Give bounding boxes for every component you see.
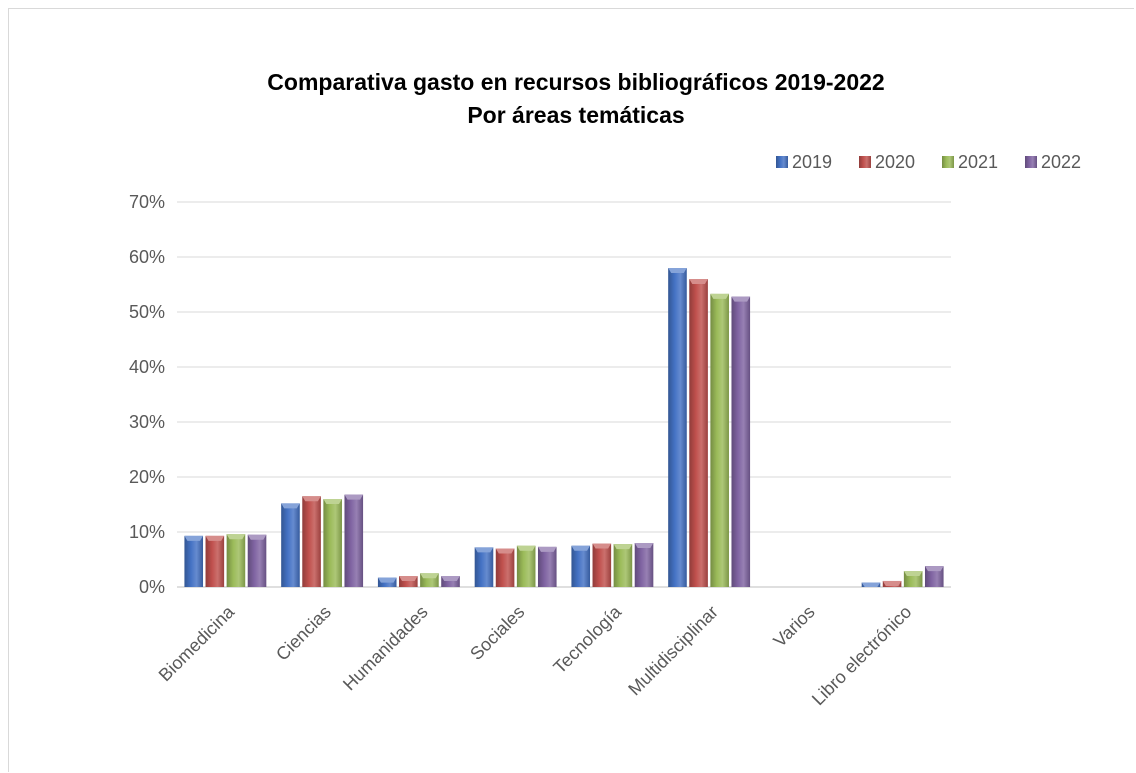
legend-marker bbox=[1025, 156, 1037, 168]
bar bbox=[731, 296, 751, 587]
x-axis-ticks: Biomedicina Ciencias Humanidades Sociales Te… bbox=[155, 601, 916, 709]
bar-cap bbox=[668, 268, 687, 273]
legend-label: 2021 bbox=[958, 152, 998, 172]
bar bbox=[302, 496, 321, 587]
bar-cap bbox=[592, 543, 612, 549]
bar-cap bbox=[882, 580, 902, 586]
y-tick-label: 10% bbox=[129, 522, 165, 542]
bar-cap bbox=[302, 496, 321, 502]
bar-cap bbox=[731, 296, 751, 302]
bar bbox=[613, 544, 633, 587]
x-tick-label: Libro electrónico bbox=[808, 602, 916, 710]
y-axis-ticks: 0% 10% 20% 30% 40% 50% 60% 70% bbox=[129, 192, 165, 597]
bar-cap bbox=[474, 547, 494, 553]
legend-label: 2019 bbox=[792, 152, 832, 172]
bar-cap bbox=[281, 503, 300, 509]
bar-cap bbox=[226, 534, 246, 540]
bar-cap bbox=[377, 577, 397, 583]
bar bbox=[710, 293, 729, 587]
bar-cap bbox=[861, 582, 881, 587]
bar-cap bbox=[323, 499, 342, 504]
legend-label: 2020 bbox=[875, 152, 915, 172]
bar-cap bbox=[420, 573, 439, 579]
legend-marker bbox=[942, 156, 954, 168]
bar bbox=[399, 576, 418, 587]
bar-cap bbox=[205, 535, 225, 541]
bar-cap bbox=[516, 545, 536, 551]
x-tick-label: Tecnología bbox=[549, 601, 625, 677]
chart-frame: Comparativa gasto en recursos bibliográf… bbox=[8, 8, 1134, 772]
bar-cap bbox=[184, 535, 204, 541]
y-tick-label: 60% bbox=[129, 247, 165, 267]
bar-cap bbox=[689, 279, 708, 284]
legend: 2019 2020 2021 2022 bbox=[776, 152, 1081, 172]
bar bbox=[668, 268, 687, 587]
x-tick-label: Biomedicina bbox=[155, 601, 239, 685]
bar bbox=[281, 503, 300, 587]
x-tick-label: Varios bbox=[769, 602, 818, 651]
bar-cap bbox=[924, 566, 944, 572]
bar bbox=[344, 494, 364, 587]
y-tick-label: 0% bbox=[139, 577, 165, 597]
x-tick-label: Multidisciplinar bbox=[624, 602, 722, 700]
bar-cap bbox=[537, 546, 557, 552]
y-tick-label: 40% bbox=[129, 357, 165, 377]
bar-cap bbox=[571, 545, 591, 551]
bar bbox=[474, 547, 494, 587]
bar bbox=[323, 499, 342, 587]
bar-cap bbox=[441, 576, 460, 581]
bar-cap bbox=[247, 534, 267, 540]
chart-title: Comparativa gasto en recursos bibliográf… bbox=[267, 69, 884, 95]
bar bbox=[247, 534, 267, 587]
bar bbox=[592, 543, 612, 587]
x-tick-label: Humanidades bbox=[339, 602, 432, 695]
bar-cap bbox=[613, 544, 633, 550]
bar bbox=[226, 534, 246, 587]
x-tick-label: Ciencias bbox=[272, 602, 335, 665]
bar-cap bbox=[710, 293, 729, 299]
bar-cap bbox=[903, 571, 923, 577]
bar bbox=[571, 545, 591, 587]
bar bbox=[205, 535, 225, 587]
bar bbox=[689, 279, 708, 587]
legend-label: 2022 bbox=[1041, 152, 1081, 172]
legend-marker bbox=[776, 156, 788, 168]
legend-marker bbox=[859, 156, 871, 168]
bar bbox=[924, 566, 944, 587]
y-tick-label: 30% bbox=[129, 412, 165, 432]
bar-cap bbox=[344, 494, 364, 500]
bar bbox=[537, 546, 557, 587]
bar bbox=[516, 545, 536, 587]
bar bbox=[184, 535, 204, 587]
bar-cap bbox=[399, 576, 418, 581]
bars bbox=[184, 268, 944, 587]
x-tick-label: Sociales bbox=[466, 602, 528, 664]
bar bbox=[634, 543, 654, 587]
chart-canvas: Comparativa gasto en recursos bibliográf… bbox=[129, 69, 1081, 709]
bar bbox=[495, 548, 515, 587]
bar-cap bbox=[634, 543, 654, 548]
chart-subtitle: Por áreas temáticas bbox=[467, 102, 684, 128]
y-tick-label: 70% bbox=[129, 192, 165, 212]
bar-cap bbox=[495, 548, 515, 554]
y-tick-label: 50% bbox=[129, 302, 165, 322]
bar bbox=[441, 576, 460, 587]
y-tick-label: 20% bbox=[129, 467, 165, 487]
